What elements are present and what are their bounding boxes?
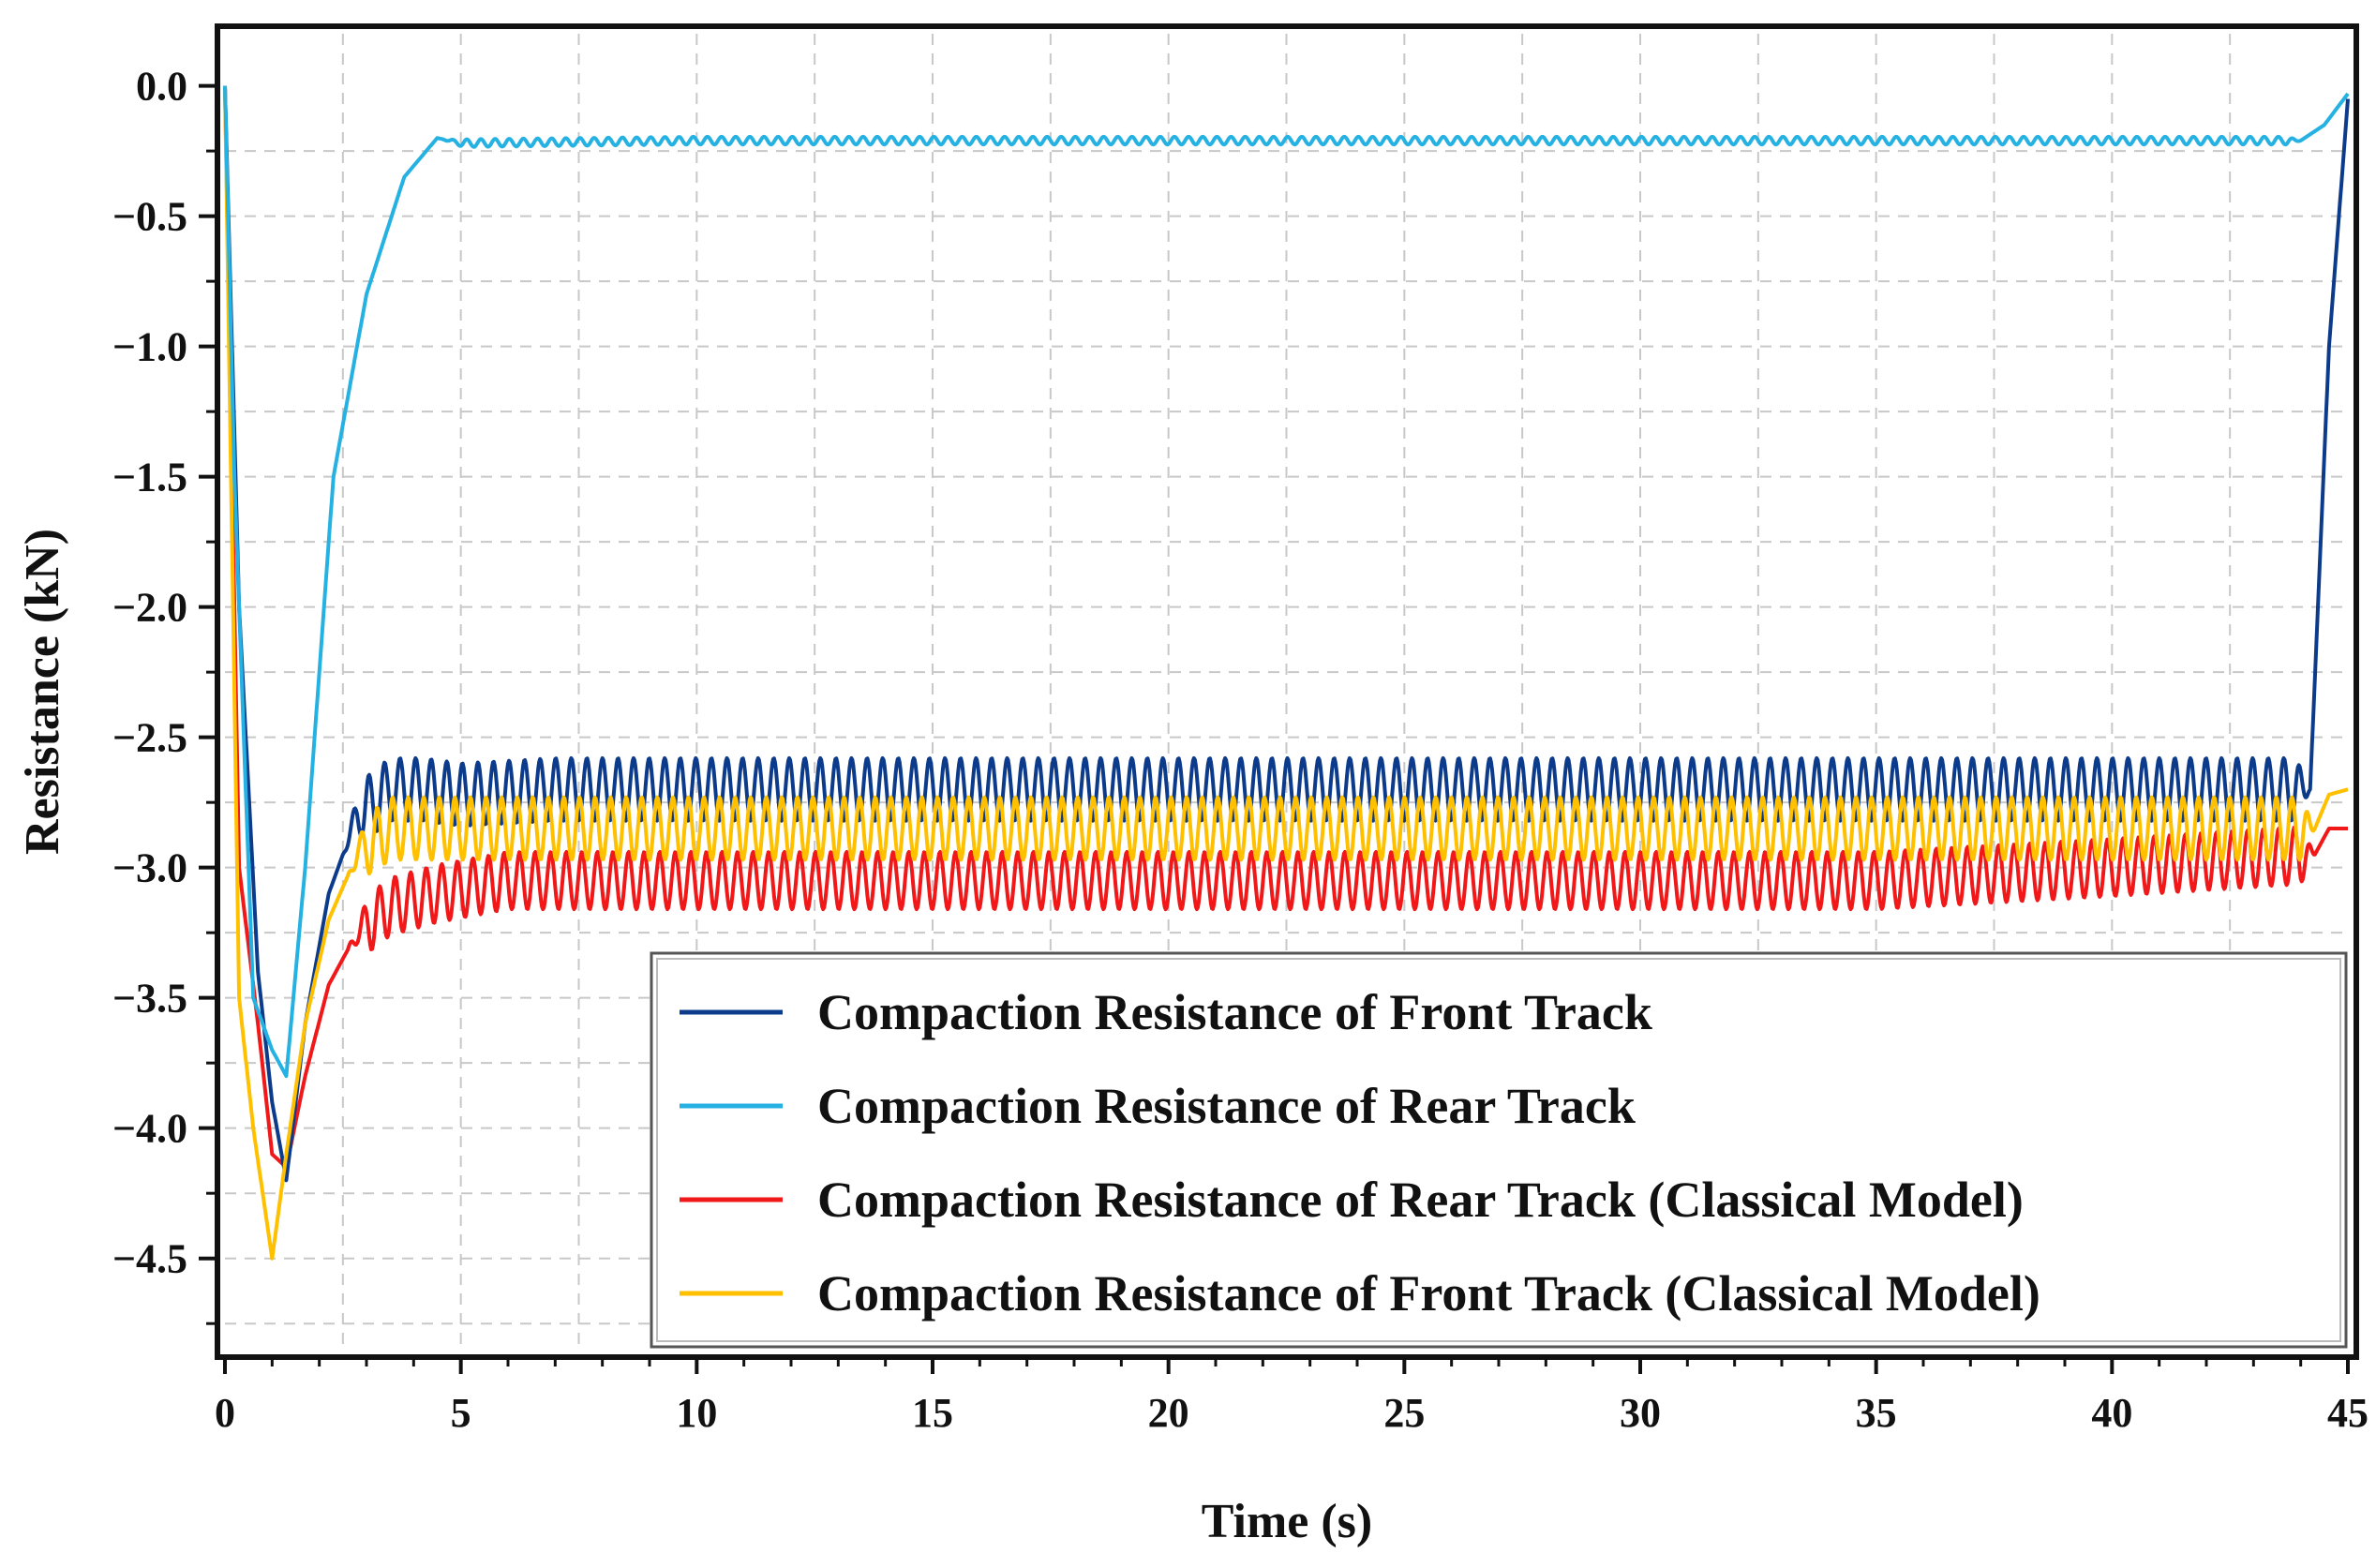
series-layer <box>223 85 2350 1261</box>
y-tick-label: −3.5 <box>112 976 187 1022</box>
y-tick-label: −2.5 <box>112 715 187 761</box>
y-axis-title: Resistance (kN) <box>16 529 69 855</box>
x-tick-label: 5 <box>451 1390 471 1436</box>
x-tick-label: 0 <box>215 1390 235 1436</box>
legend: Compaction Resistance of Front Track Comp… <box>650 951 2348 1349</box>
x-tick-label: 35 <box>1856 1390 1897 1436</box>
grid <box>225 34 2348 1350</box>
y-tick-label: −3.0 <box>112 845 187 891</box>
x-tick-label: 25 <box>1383 1390 1425 1436</box>
series-line-1 <box>223 85 2350 1079</box>
plot-frame <box>215 23 2359 1360</box>
series-line-2 <box>223 85 2349 1170</box>
y-tick-label: −1.0 <box>112 324 187 370</box>
x-tick-label: 30 <box>1620 1390 1661 1436</box>
legend-box <box>650 951 2348 1349</box>
x-axis-title: Time (s) <box>1202 1495 1372 1548</box>
series-line-3 <box>223 85 2349 1261</box>
legend-label: Compaction Resistance of Rear Track <box>817 1078 1636 1134</box>
y-tick-label: −2.0 <box>112 585 187 631</box>
axis-ticks: 0 5 10 15 20 25 30 35 40 45 0.0 −0.5 −1.0 −1.5 −2.0 −2.… <box>112 64 2369 1436</box>
y-tick-label: −0.5 <box>112 194 187 240</box>
legend-label: Compaction Resistance of Front Track (Cl… <box>817 1265 2040 1322</box>
x-tick-label: 10 <box>676 1390 717 1436</box>
y-tick-label: −4.0 <box>112 1106 187 1152</box>
x-tick-label: 15 <box>912 1390 953 1436</box>
x-tick-label: 20 <box>1148 1390 1189 1436</box>
y-tick-label: 0.0 <box>136 64 187 110</box>
legend-label: Compaction Resistance of Front Track <box>817 984 1652 1040</box>
y-tick-label: −4.5 <box>112 1236 187 1282</box>
legend-inner-frame <box>656 958 2341 1342</box>
y-tick-label: −1.5 <box>112 455 187 500</box>
legend-label: Compaction Resistance of Rear Track (Cla… <box>817 1172 2024 1228</box>
x-tick-label: 45 <box>2327 1390 2369 1436</box>
x-tick-label: 40 <box>2091 1390 2132 1436</box>
